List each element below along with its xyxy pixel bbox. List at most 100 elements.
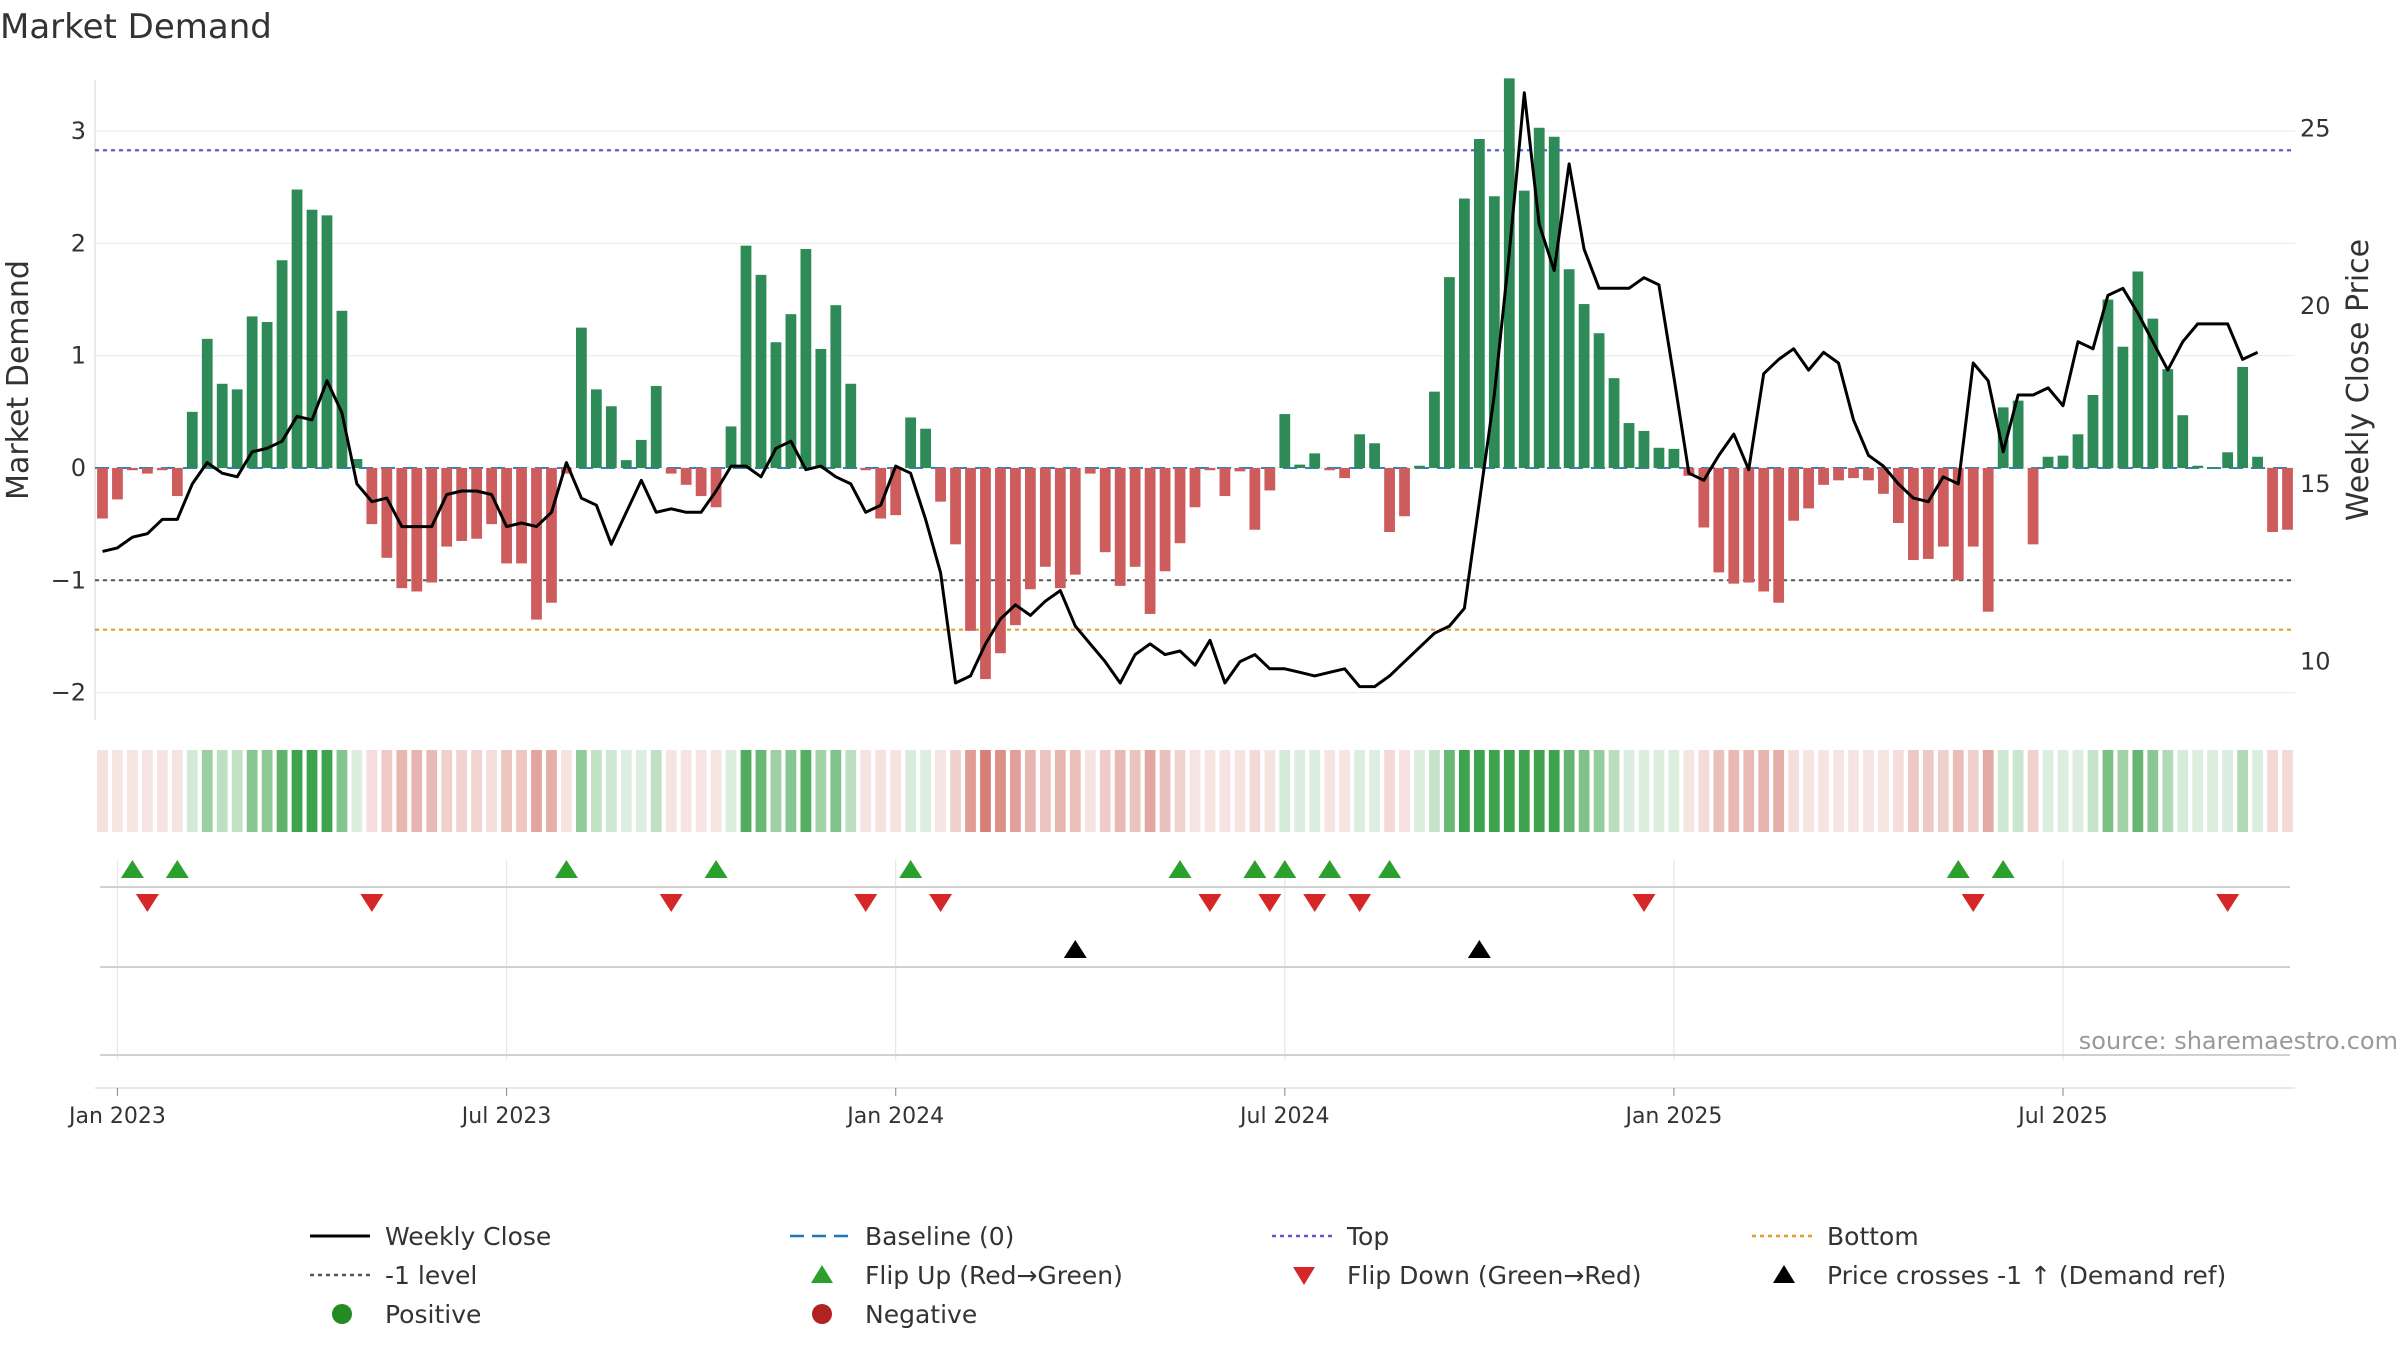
strip-cell: [1668, 750, 1680, 832]
strip-cell: [845, 750, 857, 832]
demand-bar: [1444, 277, 1455, 468]
flip-up-marker: [704, 860, 728, 878]
demand-bar: [112, 467, 123, 500]
x-tick-label: Jan 2025: [1623, 1104, 1722, 1129]
demand-bar: [845, 383, 857, 468]
strip-cell: [1982, 750, 1994, 832]
demand-bar: [231, 389, 243, 468]
demand-bar: [2102, 299, 2114, 468]
demand-bar: [1249, 467, 1261, 530]
demand-bar: [935, 467, 946, 502]
strip-cell: [965, 750, 976, 832]
strip-cell: [2117, 750, 2129, 832]
flip-down-marker: [929, 894, 953, 912]
x-axis-ticks: Jan 2023 Jul 2023 Jan 2024 Jul 2024 Jan 2025…: [67, 1088, 2108, 1129]
strip-cell: [291, 750, 303, 832]
strip-cell: [1952, 750, 1964, 832]
demand-bar: [171, 467, 183, 497]
negative-label: Negative: [865, 1300, 977, 1329]
demand-bar: [2237, 366, 2249, 468]
demand-bar: [995, 467, 1006, 654]
strip-cell: [935, 750, 946, 832]
flip-down-label: Flip Down (Green→Red): [1347, 1261, 1642, 1290]
demand-bar: [1518, 190, 1530, 468]
strip-cell: [680, 750, 692, 832]
strip-cell: [1907, 750, 1919, 832]
strip-cell: [1743, 750, 1755, 832]
demand-bar: [127, 467, 138, 471]
strip-cell: [875, 750, 887, 832]
demand-bar: [2207, 467, 2219, 469]
demand-bar: [1264, 467, 1276, 491]
demand-bar: [1698, 467, 1710, 528]
demand-bar: [2147, 318, 2159, 468]
flip-up-marker: [899, 860, 923, 878]
demand-bar: [695, 467, 707, 497]
strip-cell: [1548, 750, 1560, 832]
strip-cell: [1473, 750, 1485, 832]
legend-item-minus-one: -1 level: [310, 1261, 477, 1290]
flip-down-marker: [1198, 894, 1222, 912]
demand-bar: [1369, 443, 1380, 468]
demand-bar: [276, 260, 288, 468]
flip-up-marker: [120, 860, 144, 878]
demand-bar: [576, 327, 587, 468]
strip-cell: [1339, 750, 1351, 832]
strip-cell: [1638, 750, 1650, 832]
strip-cell: [1488, 750, 1500, 832]
demand-bar: [1010, 467, 1021, 626]
strip-cell: [1384, 750, 1395, 832]
strip-cell: [950, 750, 961, 832]
strip-cell: [1054, 750, 1066, 832]
demand-bar: [1159, 467, 1171, 572]
demand-bar: [1414, 465, 1425, 468]
demand-bar: [186, 411, 198, 468]
y2-tick-label: 10: [2300, 648, 2331, 676]
flip-down-marker: [854, 894, 878, 912]
strip-cell: [1922, 750, 1934, 832]
strip-cell: [860, 750, 872, 832]
strip-cell: [2087, 750, 2099, 832]
demand-bar: [1294, 464, 1306, 468]
demand-bar: [1922, 467, 1934, 559]
strip-cell: [740, 750, 752, 832]
strip-cell: [441, 750, 453, 832]
price-cross-label: Price crosses -1 ↑ (Demand ref): [1827, 1261, 2226, 1290]
demand-bar: [1129, 467, 1141, 567]
demand-bar: [980, 467, 991, 680]
strip-cell: [1728, 750, 1740, 832]
demand-bar: [1204, 467, 1216, 471]
demand-bar: [1668, 448, 1680, 468]
strip-cell: [605, 750, 617, 832]
flip-up-marker: [554, 860, 578, 878]
strip-cell: [1653, 750, 1665, 832]
strip-cell: [112, 750, 123, 832]
strip-cell: [531, 750, 542, 832]
demand-bar: [800, 249, 812, 468]
demand-bar: [725, 426, 737, 468]
demand-bar: [2177, 415, 2189, 468]
strip-cell: [1893, 750, 1904, 832]
strip-cell: [1039, 750, 1051, 832]
strip-cell: [920, 750, 931, 832]
demand-bar: [1339, 467, 1351, 479]
minus-one-label: -1 level: [385, 1261, 477, 1290]
strip-cell: [1683, 750, 1695, 832]
strip-cell: [1174, 750, 1186, 832]
demand-bar: [2192, 465, 2204, 468]
demand-bar: [875, 467, 887, 519]
y2-tick-label: 20: [2300, 292, 2331, 320]
demand-bar: [1279, 414, 1291, 468]
strip-cell: [1144, 750, 1156, 832]
flip-down-marker: [1961, 894, 1985, 912]
strip-cell: [321, 750, 333, 832]
demand-bar: [1174, 467, 1186, 544]
flip-up-marker: [1318, 860, 1342, 878]
y-tick-label: 0: [71, 454, 86, 482]
x-tick-label: Jul 2024: [1238, 1104, 1330, 1129]
strip-cell: [1713, 750, 1725, 832]
flip-up-marker: [1991, 860, 2015, 878]
demand-bar: [1563, 269, 1575, 468]
flip-up-marker: [1168, 860, 1192, 878]
